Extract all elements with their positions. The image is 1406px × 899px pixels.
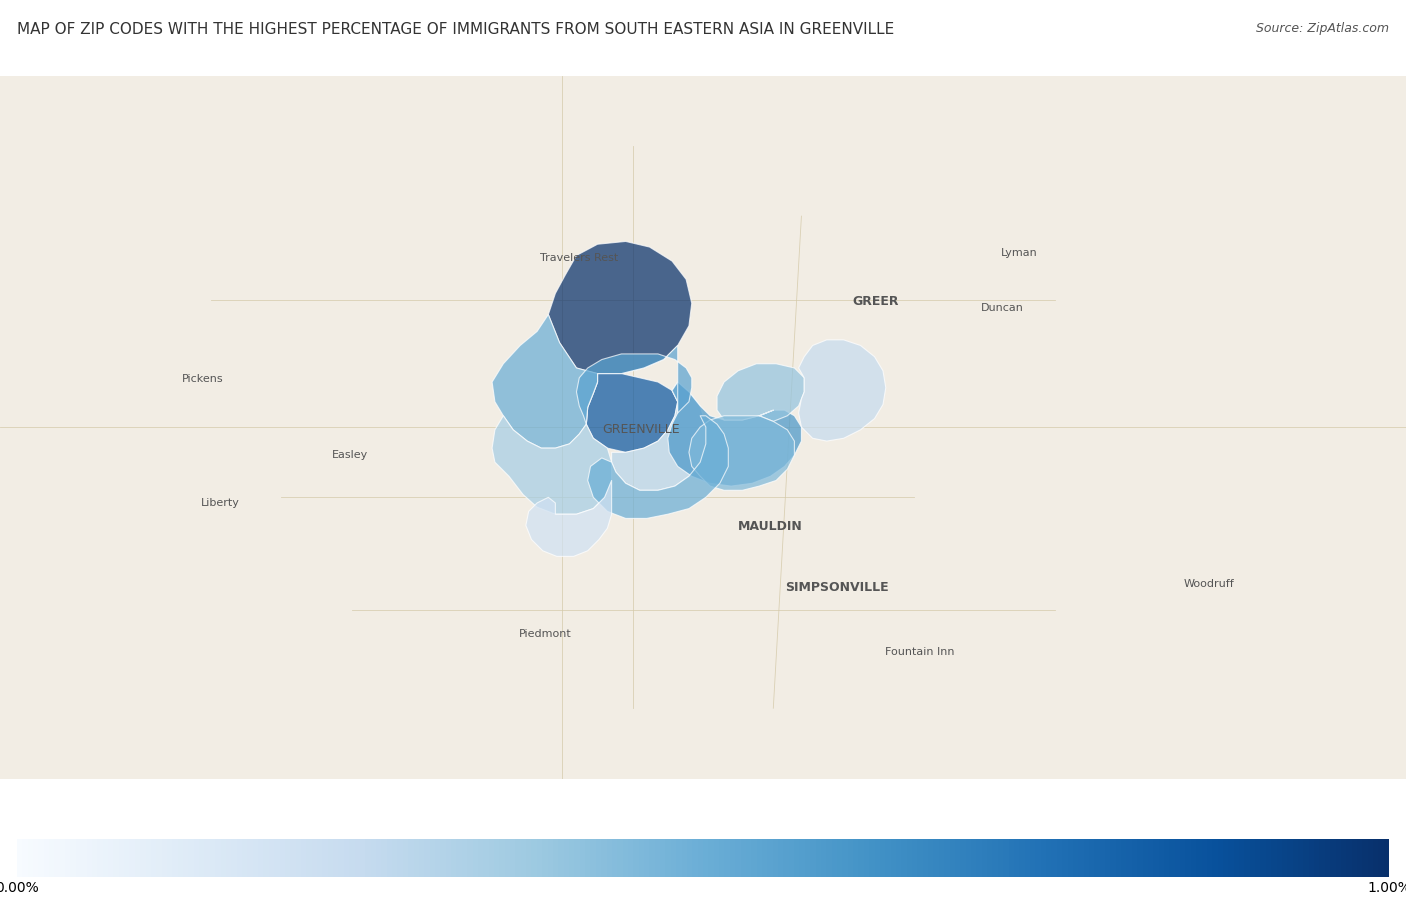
Text: MAP OF ZIP CODES WITH THE HIGHEST PERCENTAGE OF IMMIGRANTS FROM SOUTH EASTERN AS: MAP OF ZIP CODES WITH THE HIGHEST PERCEN… xyxy=(17,22,894,38)
Text: Easley: Easley xyxy=(332,450,368,460)
Text: Source: ZipAtlas.com: Source: ZipAtlas.com xyxy=(1256,22,1389,35)
Text: Lyman: Lyman xyxy=(1001,248,1038,258)
Text: Woodruff: Woodruff xyxy=(1184,580,1234,590)
Text: Travelers Rest: Travelers Rest xyxy=(540,254,619,263)
Text: Piedmont: Piedmont xyxy=(519,628,572,638)
Text: SIMPSONVILLE: SIMPSONVILLE xyxy=(785,581,889,594)
Text: Fountain Inn: Fountain Inn xyxy=(884,647,955,657)
Text: Pickens: Pickens xyxy=(181,374,224,384)
Text: Liberty: Liberty xyxy=(201,498,240,508)
Text: MAULDIN: MAULDIN xyxy=(738,521,803,533)
Text: Duncan: Duncan xyxy=(981,303,1024,313)
Text: GREER: GREER xyxy=(852,296,900,308)
Text: GREENVILLE: GREENVILLE xyxy=(602,423,681,436)
